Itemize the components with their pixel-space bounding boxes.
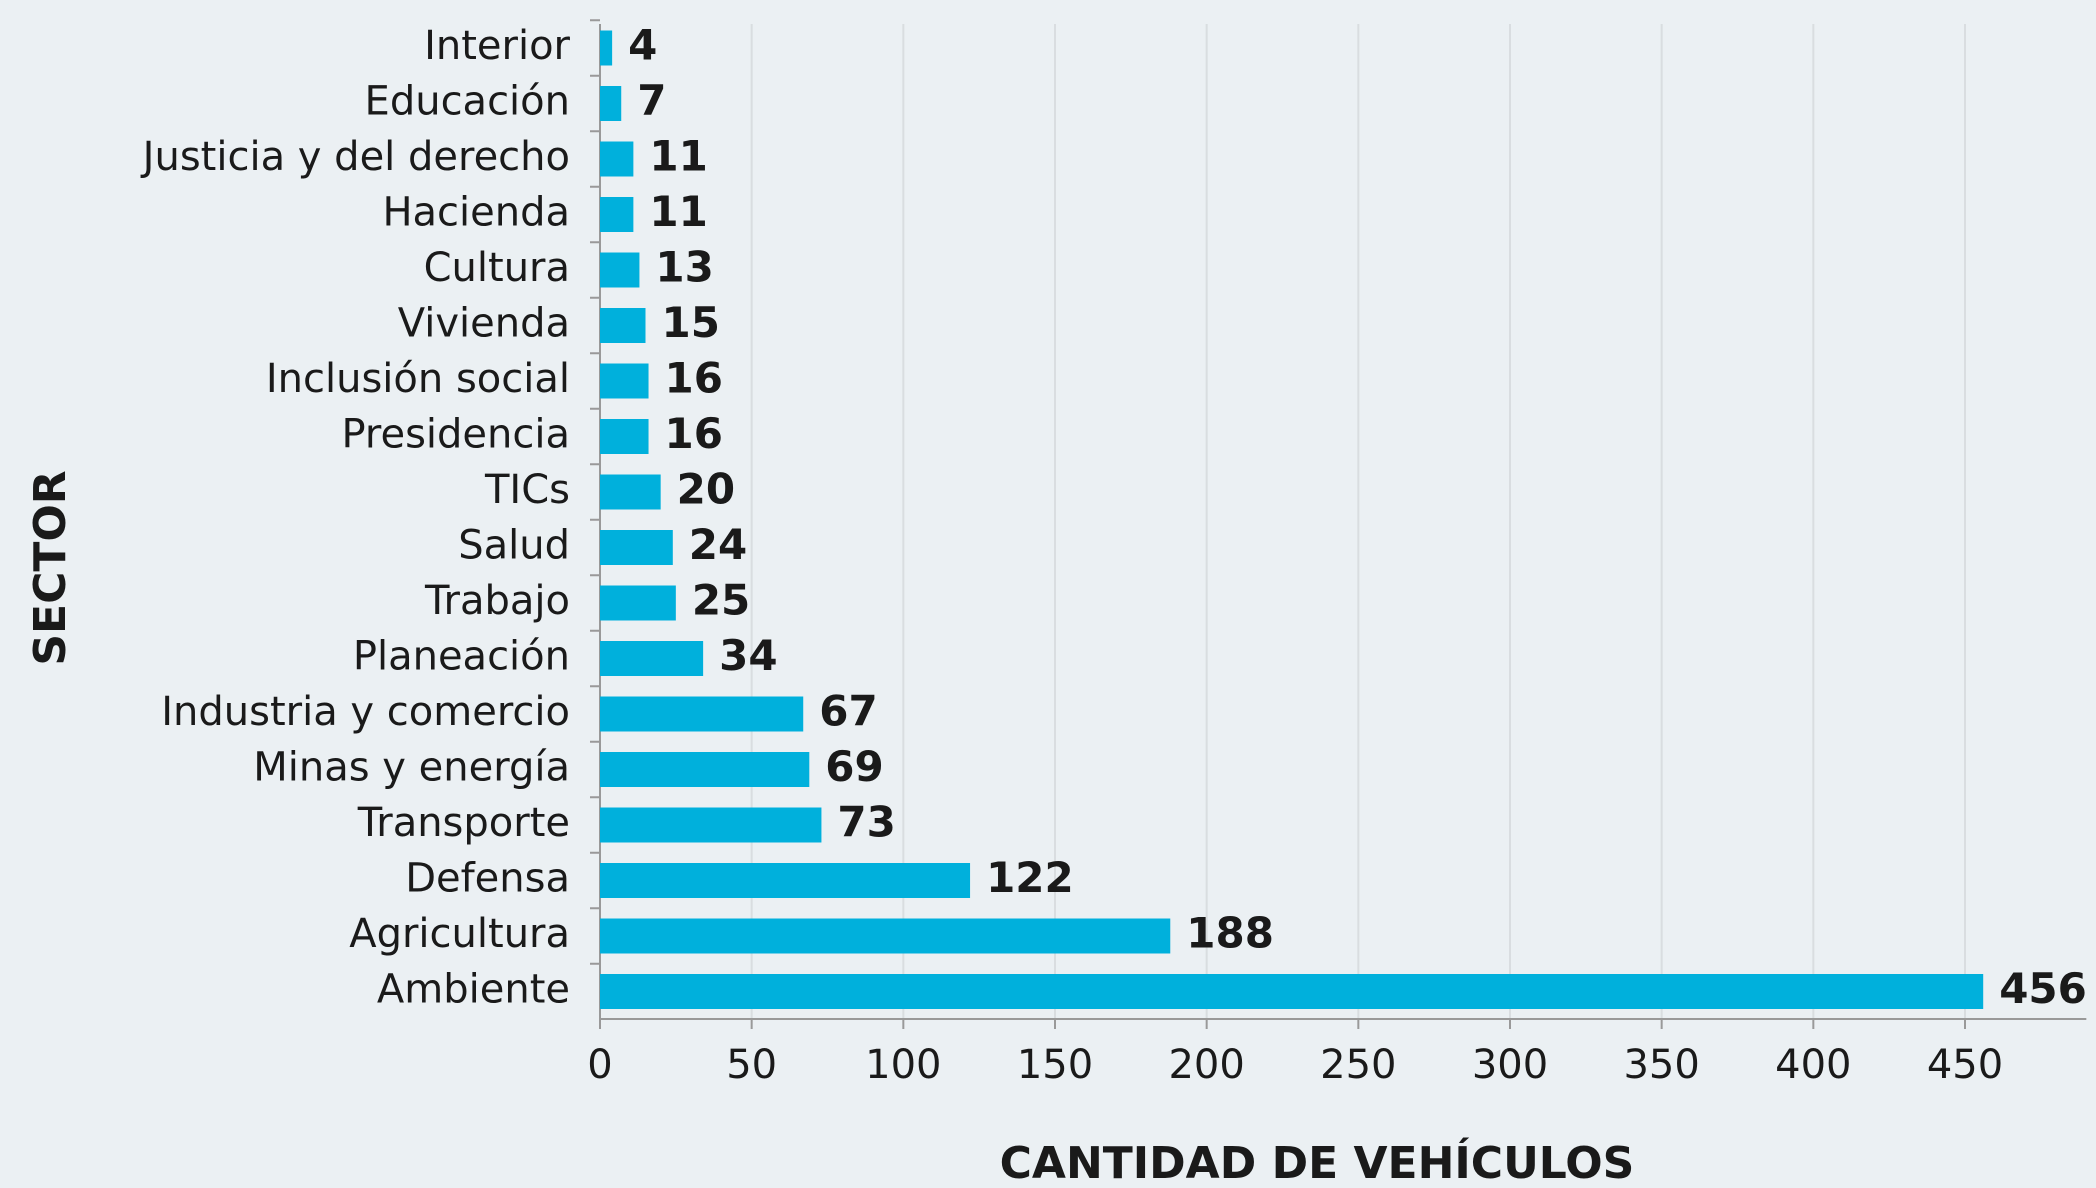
bar bbox=[600, 585, 676, 621]
value-label: 13 bbox=[655, 243, 713, 292]
value-label: 4 bbox=[628, 21, 657, 70]
value-label: 73 bbox=[837, 798, 895, 847]
bar bbox=[600, 641, 704, 676]
y-tick-label: Ambiente bbox=[377, 967, 570, 1013]
y-tick-label: Educación bbox=[365, 79, 570, 125]
y-tick-label: Cultura bbox=[424, 245, 570, 291]
value-label: 16 bbox=[665, 354, 723, 403]
value-label: 188 bbox=[1186, 909, 1274, 958]
bar bbox=[600, 86, 622, 121]
bar bbox=[600, 474, 661, 510]
bar bbox=[600, 308, 646, 343]
value-label: 24 bbox=[689, 520, 747, 569]
y-tick-label: Transporte bbox=[357, 800, 570, 846]
y-tick-label: Industria y comercio bbox=[161, 689, 570, 735]
y-tick-label: Defensa bbox=[405, 856, 570, 902]
y-tick-label: Presidencia bbox=[341, 412, 570, 458]
y-tick-label: Agricultura bbox=[349, 911, 570, 957]
bar bbox=[600, 918, 1171, 954]
value-label: 122 bbox=[986, 853, 1074, 902]
x-tick-label: 50 bbox=[726, 1042, 777, 1088]
y-tick-label: Justicia y del derecho bbox=[140, 134, 570, 180]
value-label: 34 bbox=[719, 631, 777, 680]
bar bbox=[600, 252, 640, 288]
bar bbox=[600, 752, 810, 787]
y-tick-label: Trabajo bbox=[424, 578, 570, 624]
bar bbox=[600, 363, 649, 399]
y-tick-label: Interior bbox=[424, 23, 570, 69]
bar bbox=[600, 863, 971, 898]
y-tick-label: Inclusión social bbox=[266, 356, 570, 402]
value-label: 16 bbox=[665, 409, 723, 458]
y-tick-label: Vivienda bbox=[398, 301, 570, 347]
x-tick-label: 400 bbox=[1775, 1042, 1851, 1088]
value-label: 25 bbox=[692, 576, 750, 625]
value-label: 456 bbox=[1999, 964, 2087, 1013]
value-label: 67 bbox=[819, 687, 877, 736]
bar bbox=[600, 141, 634, 177]
x-tick-label: 200 bbox=[1168, 1042, 1244, 1088]
bar bbox=[600, 530, 673, 565]
bar bbox=[600, 197, 634, 232]
x-tick-label: 350 bbox=[1623, 1042, 1699, 1088]
value-label: 7 bbox=[637, 76, 666, 125]
bar bbox=[600, 696, 804, 732]
x-tick-label: 250 bbox=[1320, 1042, 1396, 1088]
value-label: 15 bbox=[662, 298, 720, 347]
bar bbox=[600, 807, 822, 843]
value-label: 69 bbox=[825, 742, 883, 791]
bar bbox=[600, 419, 649, 454]
y-tick-label: Salud bbox=[458, 523, 570, 569]
x-tick-label: 300 bbox=[1472, 1042, 1548, 1088]
value-label: 20 bbox=[677, 465, 735, 514]
y-tick-label: Hacienda bbox=[382, 190, 570, 236]
x-axis-title: CANTIDAD DE VEHÍCULOS bbox=[1000, 1136, 1635, 1188]
y-tick-label: TICs bbox=[484, 467, 570, 513]
bar bbox=[600, 974, 1984, 1009]
x-tick-label: 0 bbox=[587, 1042, 612, 1088]
y-tick-label: Minas y energía bbox=[253, 745, 570, 791]
x-tick-label: 150 bbox=[1017, 1042, 1093, 1088]
value-label: 11 bbox=[649, 132, 707, 181]
bar bbox=[600, 30, 613, 66]
x-tick-label: 450 bbox=[1927, 1042, 2003, 1088]
y-tick-label: Planeación bbox=[353, 634, 570, 680]
x-tick-label: 100 bbox=[865, 1042, 941, 1088]
value-label: 11 bbox=[649, 187, 707, 236]
y-axis-title: SECTOR bbox=[25, 470, 76, 665]
